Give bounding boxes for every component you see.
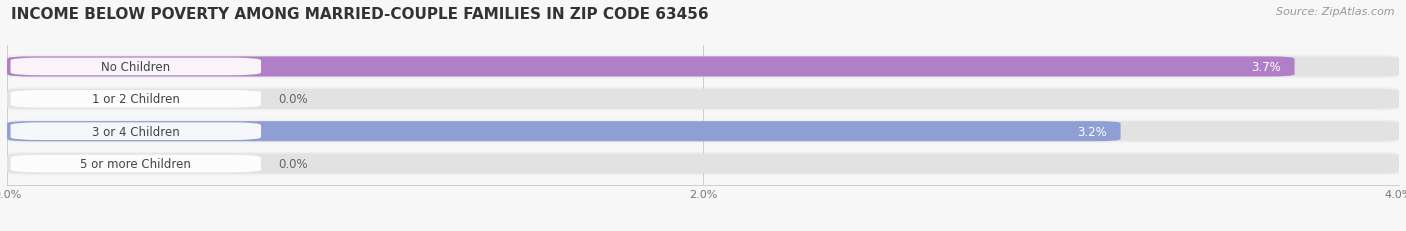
- FancyBboxPatch shape: [7, 152, 1399, 176]
- Text: 1 or 2 Children: 1 or 2 Children: [91, 93, 180, 106]
- Text: 3.2%: 3.2%: [1077, 125, 1107, 138]
- FancyBboxPatch shape: [7, 57, 1295, 77]
- Text: 3.7%: 3.7%: [1251, 61, 1281, 74]
- FancyBboxPatch shape: [10, 155, 262, 173]
- FancyBboxPatch shape: [10, 123, 262, 140]
- FancyBboxPatch shape: [7, 154, 1399, 174]
- FancyBboxPatch shape: [7, 57, 1399, 77]
- Text: 3 or 4 Children: 3 or 4 Children: [91, 125, 180, 138]
- Text: INCOME BELOW POVERTY AMONG MARRIED-COUPLE FAMILIES IN ZIP CODE 63456: INCOME BELOW POVERTY AMONG MARRIED-COUPL…: [11, 7, 709, 22]
- FancyBboxPatch shape: [7, 122, 1121, 142]
- FancyBboxPatch shape: [10, 58, 262, 76]
- FancyBboxPatch shape: [7, 89, 1399, 109]
- Text: Source: ZipAtlas.com: Source: ZipAtlas.com: [1277, 7, 1395, 17]
- Text: No Children: No Children: [101, 61, 170, 74]
- FancyBboxPatch shape: [7, 88, 1399, 111]
- FancyBboxPatch shape: [10, 91, 262, 108]
- Text: 5 or more Children: 5 or more Children: [80, 157, 191, 170]
- FancyBboxPatch shape: [7, 55, 1399, 79]
- Text: 0.0%: 0.0%: [278, 93, 308, 106]
- FancyBboxPatch shape: [7, 122, 1399, 142]
- FancyBboxPatch shape: [7, 120, 1399, 143]
- Text: 0.0%: 0.0%: [278, 157, 308, 170]
